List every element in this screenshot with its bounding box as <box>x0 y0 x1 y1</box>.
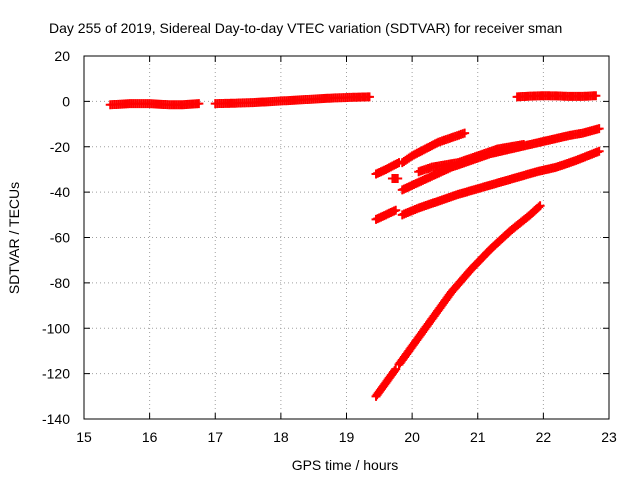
series-arc-11 <box>371 364 401 401</box>
data-point <box>535 201 545 211</box>
x-tick-label: 20 <box>404 429 420 445</box>
data-point <box>194 99 204 109</box>
series-arc-12 <box>394 201 545 370</box>
y-tick-label: 20 <box>54 48 70 64</box>
series-arc-2 <box>210 92 374 109</box>
y-tick-label: -140 <box>42 411 70 427</box>
series-arc-4 <box>371 158 404 179</box>
data-point <box>594 146 604 156</box>
data-points <box>105 91 604 401</box>
x-tick-label: 15 <box>76 429 92 445</box>
y-tick-label: -20 <box>50 139 70 155</box>
y-tick-label: -100 <box>42 320 70 336</box>
y-axis-title: SDTVAR / TECUs <box>6 182 22 294</box>
data-point <box>460 128 470 138</box>
series-arc-9 <box>371 205 401 224</box>
data-point <box>519 139 529 149</box>
data-point <box>364 92 374 102</box>
data-point <box>591 91 601 101</box>
data-point <box>534 202 544 212</box>
data-point <box>390 366 400 376</box>
series-arc-5 <box>387 174 403 184</box>
data-point <box>393 174 403 184</box>
x-axis-title: GPS time / hours <box>292 457 399 473</box>
x-tick-label: 17 <box>207 429 223 445</box>
x-tick-label: 18 <box>273 429 289 445</box>
y-tick-label: -120 <box>42 366 70 382</box>
axis-ticks: 15 16 17 18 19 20 21 22 23 -140 -120 -100 -80 -60 -40 -… <box>42 48 617 445</box>
y-tick-label: 0 <box>62 93 70 109</box>
x-tick-label: 19 <box>339 429 355 445</box>
y-tick-label: -40 <box>50 184 70 200</box>
y-tick-label: -80 <box>50 275 70 291</box>
series-arc-6 <box>397 128 470 168</box>
series-arc-3 <box>512 91 601 102</box>
data-point <box>391 205 401 215</box>
x-tick-label: 23 <box>601 429 617 445</box>
data-point <box>391 364 401 374</box>
series-arc-8 <box>414 139 529 177</box>
data-point <box>594 124 604 134</box>
grid-lines <box>84 56 609 419</box>
x-tick-label: 22 <box>536 429 552 445</box>
chart-title: Day 255 of 2019, Sidereal Day-to-day VTE… <box>49 20 562 36</box>
series-arc-10 <box>397 146 604 220</box>
x-tick-label: 21 <box>470 429 486 445</box>
x-tick-label: 16 <box>142 429 158 445</box>
series-arc-1 <box>105 99 204 110</box>
y-tick-label: -60 <box>50 230 70 246</box>
